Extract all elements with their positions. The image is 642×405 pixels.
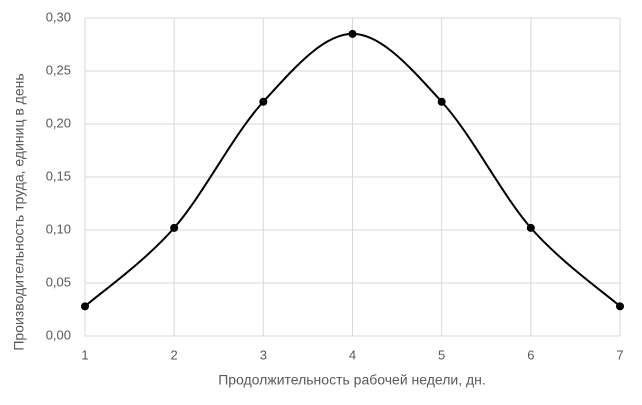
x-tick-label: 5 [438, 347, 445, 362]
x-tick-label: 6 [527, 347, 534, 362]
y-tick-label: 0,10 [46, 221, 71, 236]
marker [259, 97, 268, 106]
marker [170, 223, 179, 232]
y-tick-label: 0,30 [46, 9, 71, 24]
marker [616, 302, 624, 311]
marker [81, 302, 89, 311]
x-axis-title: Продолжительность рабочей недели, дн. [218, 372, 486, 388]
x-tick-label: 4 [349, 347, 356, 362]
y-tick-label: 0,25 [46, 62, 71, 77]
x-tick-label: 1 [81, 347, 88, 362]
y-tick-label: 0,05 [46, 274, 71, 289]
y-axis-title: Производительность труда, единиц в день [11, 73, 27, 350]
y-tick-label: 0,20 [46, 115, 71, 130]
x-tick-label: 2 [171, 347, 178, 362]
x-tick-label: 7 [616, 347, 623, 362]
marker [348, 29, 357, 38]
y-tick-label: 0,15 [46, 168, 71, 183]
y-tick-label: 0,00 [46, 327, 71, 342]
marker [526, 223, 535, 232]
x-tick-label: 3 [260, 347, 267, 362]
marker [437, 97, 446, 106]
